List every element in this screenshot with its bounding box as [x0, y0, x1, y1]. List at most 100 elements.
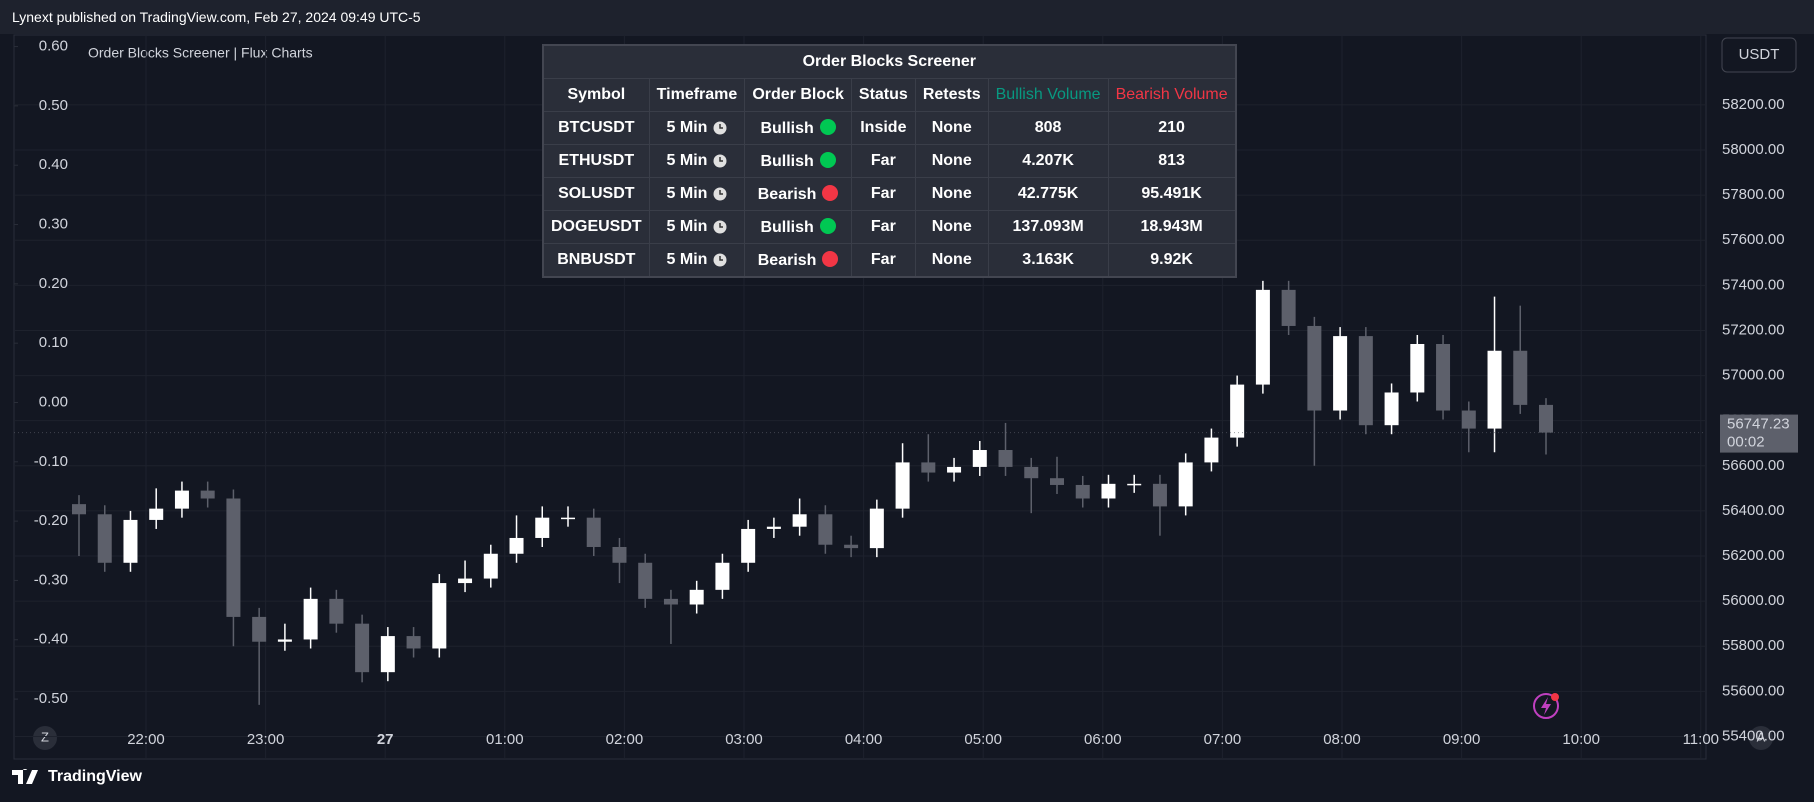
clock-icon — [713, 187, 727, 201]
cell-text: Bullish — [760, 152, 814, 170]
x-tick-label: 04:00 — [845, 731, 883, 748]
cell-text: Far — [870, 185, 896, 202]
table-cell: None — [914, 177, 989, 211]
table-cell: 9.92K — [1107, 243, 1237, 278]
x-tick-label: 08:00 — [1323, 731, 1361, 748]
candle-body — [818, 514, 833, 545]
table-cell: BNBUSDT — [542, 243, 650, 278]
table-cell: 3.163K — [987, 243, 1109, 278]
y2-tick-label: -0.10 — [34, 453, 68, 470]
status-dot — [819, 118, 836, 135]
footer: TradingView — [12, 768, 142, 786]
cell-text: DOGEUSDT — [551, 218, 642, 235]
candle-body — [1384, 392, 1399, 426]
cell-text: None — [931, 218, 972, 235]
x-tick-label: 09:00 — [1443, 731, 1481, 748]
candle-body — [1436, 343, 1451, 411]
y-tick-label: 57400.00 — [1722, 276, 1785, 293]
x-tick-label: 06:00 — [1084, 731, 1122, 748]
cell-text: 5 Min — [666, 185, 708, 202]
y2-tick-label: 0.20 — [39, 275, 68, 292]
x-tick-label: 23:00 — [247, 731, 285, 748]
candle-body — [252, 616, 267, 642]
x-tick-label: 05:00 — [964, 731, 1002, 748]
x-tick-label: 07:00 — [1204, 731, 1242, 748]
candle-body — [561, 517, 575, 520]
x-tick-label: 22:00 — [127, 731, 165, 748]
candle-body — [509, 537, 524, 554]
column-header: Status — [850, 78, 916, 112]
candle-body — [72, 504, 86, 515]
candle-body — [406, 636, 421, 649]
currency-label[interactable]: USDT — [1739, 46, 1780, 63]
table-row: BNBUSDT 5 Min Bearish Far None 3.163K 9.92K — [542, 243, 1237, 278]
y-tick-label: 57200.00 — [1722, 321, 1785, 338]
cell-text: SOLUSDT — [558, 185, 635, 202]
scale-button-label[interactable]: A — [1757, 729, 1766, 744]
column-header: Symbol — [542, 78, 650, 112]
clock-icon — [713, 253, 727, 267]
scale-button[interactable] — [1749, 726, 1773, 750]
cell-text: None — [931, 152, 972, 169]
table-cell: Far — [850, 243, 916, 278]
candle-body — [869, 508, 884, 549]
table-row: DOGEUSDT 5 Min Bullish Far None 137.093M 18.94… — [542, 210, 1237, 244]
table-cell: BTCUSDT — [542, 111, 650, 145]
y-tick-label: 58000.00 — [1722, 141, 1785, 158]
cell-text: Far — [870, 152, 896, 169]
candle-body — [1410, 343, 1425, 393]
cell-text: 5 Min — [666, 251, 708, 268]
column-header: Retests — [914, 78, 989, 112]
cell-text: Bearish — [757, 185, 817, 203]
cell-text: Bullish — [760, 119, 814, 137]
cell-text: Inside — [860, 119, 907, 136]
cell-text: None — [931, 251, 972, 268]
column-header: Bearish Volume — [1107, 78, 1237, 112]
status-dot — [822, 250, 839, 267]
currency-button[interactable] — [1721, 37, 1797, 73]
x-tick-label: 10:00 — [1562, 731, 1600, 748]
x-tick-label: 01:00 — [486, 731, 524, 748]
candle-body — [766, 526, 781, 529]
cell-text: 4.207K — [1022, 152, 1074, 169]
table-cell: 813 — [1107, 144, 1237, 178]
cell-text: 5 Min — [666, 119, 708, 136]
header-row: Symbol Timeframe Order Block Status Retests B… — [542, 78, 1237, 112]
clock-icon — [713, 121, 727, 135]
candle-body — [1075, 484, 1090, 499]
table-row: ETHUSDT 5 Min Bullish Far None 4.207K 813 — [542, 144, 1237, 178]
column-header: Timeframe — [648, 78, 746, 112]
candle-body — [1178, 462, 1193, 507]
table-cell: 5 Min — [648, 177, 746, 211]
candle-body — [483, 553, 498, 579]
y-tick-label: 55400.00 — [1722, 727, 1785, 744]
candle-body — [1281, 289, 1296, 326]
candle-body — [1461, 410, 1476, 429]
status-dot — [819, 151, 836, 168]
table-cell: 4.207K — [987, 144, 1109, 178]
candle-body — [200, 490, 215, 499]
y2-tick-label: 0.40 — [39, 156, 68, 173]
y-tick-label: 57000.00 — [1722, 367, 1785, 384]
cell-text: 18.943M — [1140, 218, 1203, 235]
status-dot — [822, 184, 839, 201]
cell-text: 95.491K — [1141, 185, 1202, 202]
table-cell: Bullish — [744, 111, 852, 145]
candle-body — [355, 623, 370, 673]
candle-body — [844, 544, 859, 549]
table-cell: 210 — [1107, 111, 1237, 145]
candle-body — [303, 598, 318, 640]
table-cell: None — [914, 210, 989, 244]
y2-tick-label: 0.10 — [39, 334, 68, 351]
candle-body — [1152, 483, 1167, 507]
table-cell: Inside — [850, 111, 916, 145]
candle-body — [1487, 350, 1502, 429]
scale-button[interactable] — [33, 726, 57, 750]
y2-tick-label: -0.40 — [34, 631, 68, 648]
candle-body — [1024, 466, 1039, 479]
y2-tick-label: -0.50 — [34, 690, 68, 707]
cell-text: BTCUSDT — [558, 119, 635, 136]
candle-body — [998, 450, 1013, 467]
y-tick-label: 58200.00 — [1722, 96, 1785, 113]
